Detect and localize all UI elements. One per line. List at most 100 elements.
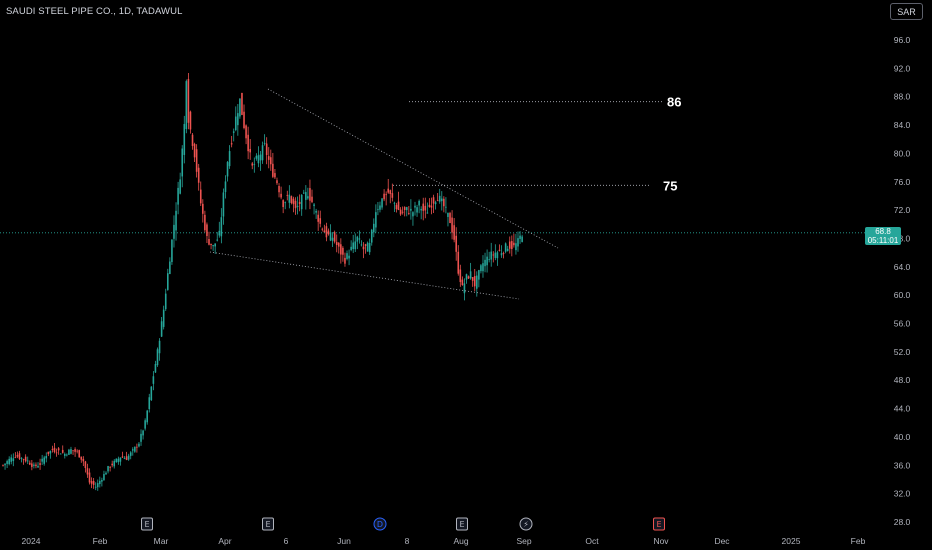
candle-body <box>309 188 311 201</box>
y-tick-label: 44.0 <box>894 404 911 414</box>
candle-body <box>397 201 400 210</box>
candle-body <box>294 200 297 209</box>
candle-body <box>511 241 513 250</box>
earnings-marker: E <box>456 517 468 531</box>
candle-body <box>41 458 43 462</box>
x-tick-label: 2025 <box>782 536 801 546</box>
candle-body <box>199 189 202 204</box>
x-tick-label: 8 <box>405 536 410 546</box>
candle-body <box>88 472 91 483</box>
candle-body <box>445 206 447 208</box>
candle-body <box>96 483 99 488</box>
candle-body <box>428 204 431 207</box>
candle-body <box>61 449 64 453</box>
candle-body <box>257 155 260 164</box>
candle-body <box>57 448 60 451</box>
candle-body <box>162 309 165 327</box>
candle-body <box>142 430 144 436</box>
candle-body <box>39 463 41 465</box>
candle-body <box>420 208 422 211</box>
candle-body <box>449 212 451 224</box>
candle-body <box>370 229 373 243</box>
candle-body <box>438 195 441 202</box>
candle-body <box>408 213 410 214</box>
candle-body <box>356 236 359 242</box>
candle-body <box>391 193 394 198</box>
candle-body <box>138 443 140 447</box>
candle-body <box>234 116 237 131</box>
candle-body <box>490 251 493 260</box>
candle-body <box>432 197 435 204</box>
candle-body <box>8 458 10 465</box>
candle-body <box>222 192 225 217</box>
candle-body <box>484 259 486 267</box>
candle-body <box>37 465 39 468</box>
candle-body <box>249 148 251 153</box>
marker-symbol: E <box>459 520 464 529</box>
y-tick-label: 28.0 <box>894 517 911 527</box>
candle-body <box>315 210 317 213</box>
candle-body <box>457 251 460 274</box>
candle-body <box>401 211 404 213</box>
candle-body <box>131 449 134 451</box>
y-tick-label: 56.0 <box>894 319 911 329</box>
future-earnings-marker: E <box>653 517 665 531</box>
candle-body <box>496 252 499 259</box>
target-level-label: 75 <box>663 178 677 193</box>
candle-body <box>500 253 503 256</box>
candle-body <box>492 254 495 256</box>
candle-body <box>99 480 101 485</box>
candle-body <box>187 78 190 123</box>
candle-body <box>422 203 425 211</box>
candle-body <box>181 148 184 177</box>
candle-body <box>20 457 23 459</box>
x-tick-label: Oct <box>585 536 599 546</box>
candle-body <box>381 198 383 208</box>
candle-body <box>354 241 357 250</box>
candle-body <box>296 205 299 208</box>
candle-body <box>467 276 470 279</box>
candle-body <box>148 397 151 410</box>
symbol-title[interactable]: SAUDI STEEL PIPE CO., 1D, TADAWUL <box>6 6 183 17</box>
candle-body <box>255 155 258 159</box>
y-tick-label: 36.0 <box>894 460 911 470</box>
candle-body <box>49 450 52 454</box>
candle-body <box>208 239 210 245</box>
candle-body <box>286 194 289 196</box>
candle-body <box>232 131 235 133</box>
candle-body <box>476 275 478 289</box>
candle-body <box>340 244 342 255</box>
candle-body <box>169 261 171 275</box>
candle-body <box>253 163 256 165</box>
candle-body <box>4 463 6 466</box>
candle-body <box>350 246 352 250</box>
candle-body <box>494 252 497 258</box>
candle-body <box>403 207 406 210</box>
candle-body <box>175 210 177 231</box>
candle-body <box>346 253 348 259</box>
candle-body <box>171 239 173 262</box>
candle-body <box>10 457 13 462</box>
candle-body <box>424 205 427 211</box>
candle-body <box>101 480 103 482</box>
candle-body <box>486 256 488 266</box>
currency-button[interactable]: SAR <box>890 3 923 20</box>
marker-symbol: E <box>265 520 270 529</box>
candle-body <box>375 212 377 228</box>
candle-body <box>146 410 148 423</box>
candle-body <box>379 205 381 210</box>
candle-body <box>239 98 241 117</box>
candle-body <box>267 156 270 160</box>
candle-body <box>465 274 468 280</box>
candle-body <box>282 200 284 208</box>
dividend-marker: D <box>373 517 387 531</box>
candle-body <box>12 458 15 462</box>
candle-body <box>434 202 437 205</box>
candle-body <box>508 241 511 249</box>
candle-body <box>414 205 416 208</box>
candle-body <box>263 142 266 144</box>
candle-body <box>35 464 37 467</box>
candle-body <box>513 242 515 246</box>
candle-body <box>311 196 313 203</box>
